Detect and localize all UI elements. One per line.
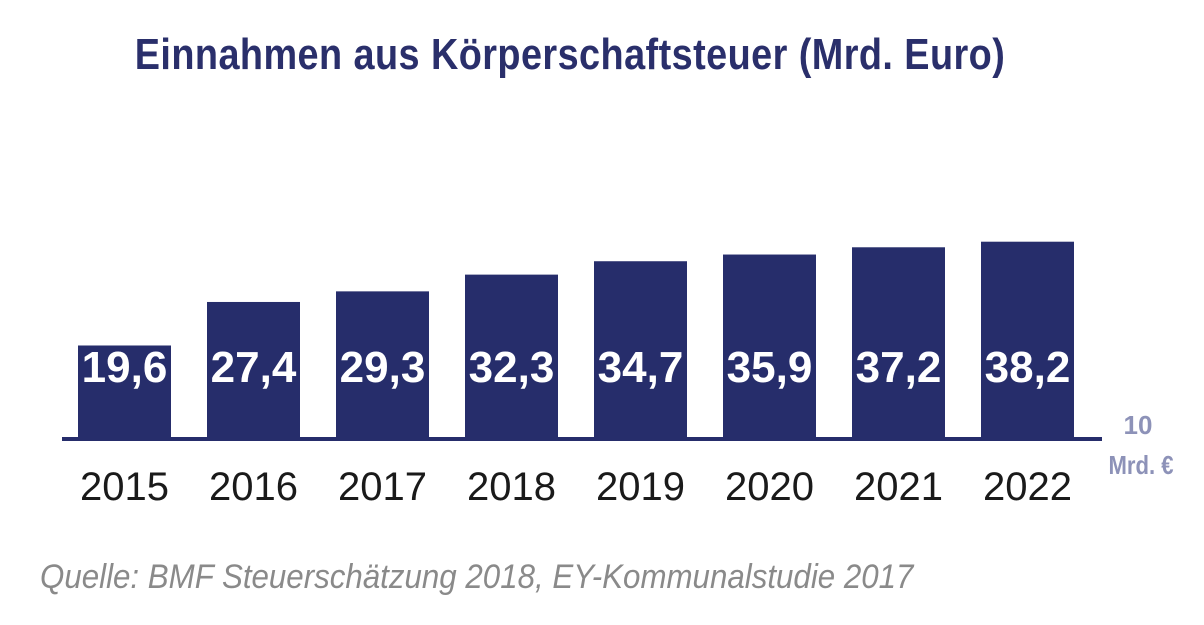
unit-marker-label: Mrd. €	[1108, 450, 1174, 480]
bar-value-label: 32,3	[469, 343, 555, 392]
x-tick-label: 2022	[983, 465, 1072, 509]
bar-2016	[207, 301, 300, 437]
x-tick-label: 2018	[467, 465, 556, 509]
bar-value-label: 37,2	[856, 343, 942, 392]
source-note: Quelle: BMF Steuerschätzung 2018, EY-Kom…	[40, 558, 914, 596]
bar-2018	[465, 274, 558, 437]
bar-2017	[336, 291, 429, 437]
bar-2019	[594, 261, 687, 437]
bar-value-label: 27,4	[211, 343, 297, 392]
bar-value-label: 35,9	[727, 343, 813, 392]
x-tick-label: 2021	[854, 465, 943, 509]
bar-2020	[723, 254, 816, 437]
x-tick-label: 2017	[338, 465, 427, 509]
bar-2015	[78, 345, 171, 437]
x-tick-label: 2015	[80, 465, 169, 509]
chart-title: Einnahmen aus Körperschaftsteuer (Mrd. E…	[134, 30, 1006, 79]
unit-marker-value: 10	[1123, 410, 1153, 440]
x-tick-label: 2016	[209, 465, 298, 509]
bar-value-label: 29,3	[340, 343, 426, 392]
bar-2021	[852, 247, 945, 437]
bar-2022	[981, 241, 1074, 437]
x-axis-line	[62, 437, 1102, 441]
x-tick-label: 2019	[596, 465, 685, 509]
x-tick-label: 2020	[725, 465, 814, 509]
bar-value-label: 34,7	[598, 343, 684, 392]
bar-value-label: 38,2	[985, 343, 1071, 392]
bar-value-label: 19,6	[82, 343, 168, 392]
